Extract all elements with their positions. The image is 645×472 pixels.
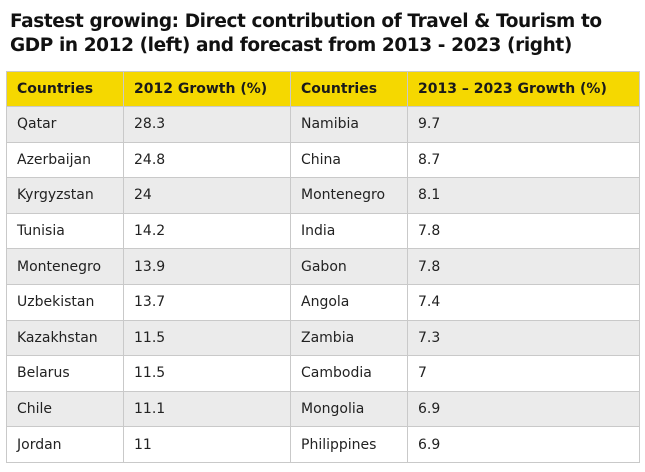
growth-table: Countries 2012 Growth (%) Countries 2013 – … bbox=[6, 71, 640, 463]
country-forecast-cell: India bbox=[290, 212, 408, 250]
country-2012-cell: Uzbekistan bbox=[6, 283, 124, 321]
table-row: Jordan 11 Philippines 6.9 bbox=[6, 426, 640, 463]
table-row: Uzbekistan 13.7 Angola 7.4 bbox=[6, 283, 640, 321]
table-row: Kyrgyzstan 24 Montenegro 8.1 bbox=[6, 177, 640, 214]
growth-forecast-cell: 6.9 bbox=[407, 426, 640, 463]
country-2012-cell: Montenegro bbox=[6, 248, 124, 285]
country-forecast-cell: Cambodia bbox=[290, 355, 408, 392]
header-growth-2012: 2012 Growth (%) bbox=[123, 71, 291, 107]
growth-2012-cell: 11.5 bbox=[123, 319, 291, 357]
table-row: Montenegro 13.9 Gabon 7.8 bbox=[6, 248, 640, 285]
growth-forecast-cell: 7.3 bbox=[407, 319, 640, 357]
country-forecast-cell: Gabon bbox=[290, 248, 408, 285]
growth-forecast-cell: 7.8 bbox=[407, 248, 640, 285]
country-forecast-cell: Zambia bbox=[290, 319, 408, 357]
table-body: Qatar 28.3 Namibia 9.7 Azerbaijan 24.8 China 8.… bbox=[6, 106, 640, 463]
growth-2012-cell: 11.1 bbox=[123, 390, 291, 428]
growth-forecast-cell: 7.8 bbox=[407, 212, 640, 250]
country-forecast-cell: Philippines bbox=[290, 426, 408, 463]
growth-2012-cell: 13.9 bbox=[123, 248, 291, 285]
table-row: Azerbaijan 24.8 China 8.7 bbox=[6, 141, 640, 179]
growth-2012-cell: 28.3 bbox=[123, 106, 291, 143]
growth-2012-cell: 11.5 bbox=[123, 355, 291, 392]
growth-forecast-cell: 6.9 bbox=[407, 390, 640, 428]
growth-forecast-cell: 7 bbox=[407, 355, 640, 392]
growth-2012-cell: 24 bbox=[123, 177, 291, 214]
table-row: Qatar 28.3 Namibia 9.7 bbox=[6, 106, 640, 143]
table-row: Tunisia 14.2 India 7.8 bbox=[6, 212, 640, 250]
country-2012-cell: Tunisia bbox=[6, 212, 124, 250]
country-2012-cell: Kazakhstan bbox=[6, 319, 124, 357]
country-2012-cell: Kyrgyzstan bbox=[6, 177, 124, 214]
growth-forecast-cell: 8.1 bbox=[407, 177, 640, 214]
header-countries-2012: Countries bbox=[6, 71, 124, 107]
chart-title: Fastest growing: Direct contribution of … bbox=[10, 11, 602, 56]
country-2012-cell: Azerbaijan bbox=[6, 141, 124, 179]
country-forecast-cell: China bbox=[290, 141, 408, 179]
header-countries-forecast: Countries bbox=[290, 71, 408, 107]
growth-2012-cell: 13.7 bbox=[123, 283, 291, 321]
country-2012-cell: Belarus bbox=[6, 355, 124, 392]
growth-forecast-cell: 7.4 bbox=[407, 283, 640, 321]
table-row: Kazakhstan 11.5 Zambia 7.3 bbox=[6, 319, 640, 357]
country-2012-cell: Jordan bbox=[6, 426, 124, 463]
growth-2012-cell: 11 bbox=[123, 426, 291, 463]
growth-2012-cell: 14.2 bbox=[123, 212, 291, 250]
table-row: Chile 11.1 Mongolia 6.9 bbox=[6, 390, 640, 428]
country-2012-cell: Chile bbox=[6, 390, 124, 428]
header-growth-forecast: 2013 – 2023 Growth (%) bbox=[407, 71, 640, 107]
country-forecast-cell: Montenegro bbox=[290, 177, 408, 214]
growth-2012-cell: 24.8 bbox=[123, 141, 291, 179]
country-forecast-cell: Namibia bbox=[290, 106, 408, 143]
country-2012-cell: Qatar bbox=[6, 106, 124, 143]
table-header: Countries 2012 Growth (%) Countries 2013 – … bbox=[6, 71, 640, 107]
country-forecast-cell: Mongolia bbox=[290, 390, 408, 428]
header-row: Countries 2012 Growth (%) Countries 2013 – … bbox=[6, 71, 640, 107]
country-forecast-cell: Angola bbox=[290, 283, 408, 321]
growth-forecast-cell: 9.7 bbox=[407, 106, 640, 143]
growth-forecast-cell: 8.7 bbox=[407, 141, 640, 179]
table-row: Belarus 11.5 Cambodia 7 bbox=[6, 355, 640, 392]
